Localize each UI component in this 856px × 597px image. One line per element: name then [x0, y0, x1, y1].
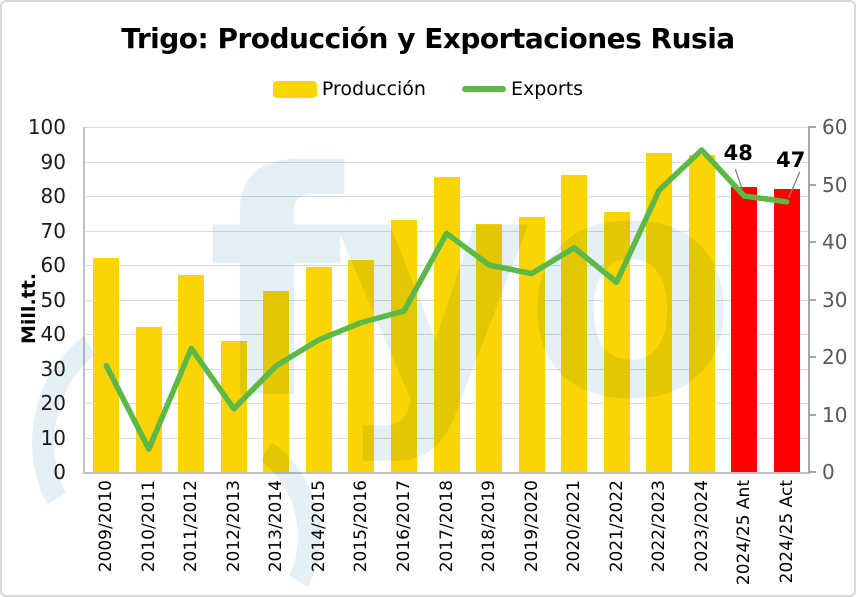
x-tick-2010/2011: 2010/2011 — [138, 480, 159, 573]
bar-2019/2020 — [518, 216, 545, 472]
data-label-47: 47 — [776, 147, 806, 172]
bar-2024/25 Act — [773, 189, 800, 472]
exports-swatch-icon — [461, 86, 506, 92]
right-axis-tick — [808, 126, 816, 128]
x-tick-2016/2017: 2016/2017 — [393, 480, 414, 573]
right-axis-tick — [808, 413, 816, 416]
x-tick-2015/2016: 2015/2016 — [351, 480, 372, 573]
line-series-layer — [103, 147, 801, 452]
x-tick-2024/25 Act: 2024/25 Act — [776, 480, 797, 584]
chart-title: Trigo: Producción y Exportaciones Rusia — [121, 22, 735, 55]
y-left-tick-50: 50 — [40, 287, 66, 312]
y-left-tick-40: 40 — [40, 322, 66, 346]
y-right-tick-30: 30 — [822, 287, 848, 312]
bar-2015/2016 — [348, 259, 375, 472]
legend-label-produccion: Producción — [321, 78, 426, 100]
gridline — [85, 161, 808, 163]
x-tick-2012/2013: 2012/2013 — [223, 480, 244, 573]
bar-2023/2024 — [688, 154, 715, 472]
y-right-tick-0: 0 — [822, 460, 835, 484]
right-axis-tick — [808, 356, 816, 358]
y-left-tick-60: 60 — [40, 253, 66, 277]
x-tick-2011/2012: 2011/2012 — [181, 480, 202, 573]
legend-item-exports: Exports — [461, 78, 584, 100]
y-left-tick-0: 0 — [53, 460, 66, 484]
x-tick-2014/2015: 2014/2015 — [308, 480, 329, 573]
exports-line — [103, 147, 790, 452]
y-left-tick-80: 80 — [40, 184, 66, 208]
y-right-tick-20: 20 — [822, 345, 848, 369]
right-axis-tick — [808, 471, 816, 473]
x-tick-2019/2020: 2019/2020 — [521, 480, 542, 573]
x-tick-2018/2019: 2018/2019 — [479, 480, 500, 573]
y-right-tick-50: 50 — [822, 172, 848, 197]
x-tick-2009/2010: 2009/2010 — [96, 480, 117, 573]
right-axis-tick — [808, 241, 816, 243]
data-label-48: 48 — [723, 141, 753, 165]
y-left-tick-10: 10 — [40, 425, 66, 450]
bar-2017/2018 — [433, 177, 460, 472]
y-right-tick-10: 10 — [822, 402, 848, 427]
y-right-tick-60: 60 — [822, 115, 848, 139]
legend-item-produccion: Producción — [272, 78, 426, 100]
y-left-tick-70: 70 — [40, 218, 66, 243]
plot-area: fyo 48 47 0 10 20 30 40 50 60 70 80 90 100 0 10 20 30 40… — [10, 116, 847, 595]
bar-2024/25 Ant — [731, 187, 758, 472]
x-tick-2017/2018: 2017/2018 — [436, 480, 457, 573]
x-tick-2021/2022: 2021/2022 — [606, 480, 627, 573]
legend-label-exports: Exports — [510, 78, 584, 100]
bar-2021/2022 — [603, 211, 630, 472]
produccion-swatch-icon — [272, 80, 317, 98]
bar-2016/2017 — [390, 220, 417, 472]
y-right-tick-40: 40 — [822, 230, 848, 254]
leader-line — [788, 171, 801, 198]
bar-2014/2015 — [305, 266, 332, 472]
x-tick-2023/2024: 2023/2024 — [691, 480, 712, 573]
x-tick-2024/25 Ant: 2024/25 Ant — [734, 480, 755, 586]
y-left-tick-20: 20 — [40, 391, 66, 415]
right-axis-tick — [808, 183, 816, 186]
y-left-tick-100: 100 — [27, 115, 66, 139]
x-tick-2020/2021: 2020/2021 — [564, 480, 585, 573]
y-left-tick-30: 30 — [40, 356, 66, 381]
y-left-tick-90: 90 — [40, 149, 66, 174]
x-tick-2022/2023: 2022/2023 — [649, 480, 670, 573]
legend: Producción Exports — [2, 78, 854, 100]
right-axis-tick — [808, 298, 816, 301]
bar-2020/2021 — [561, 175, 588, 472]
gridline — [85, 127, 808, 128]
x-tick-2013/2014: 2013/2014 — [266, 480, 287, 573]
leader-line — [734, 168, 743, 190]
bar-2013/2014 — [263, 290, 290, 472]
